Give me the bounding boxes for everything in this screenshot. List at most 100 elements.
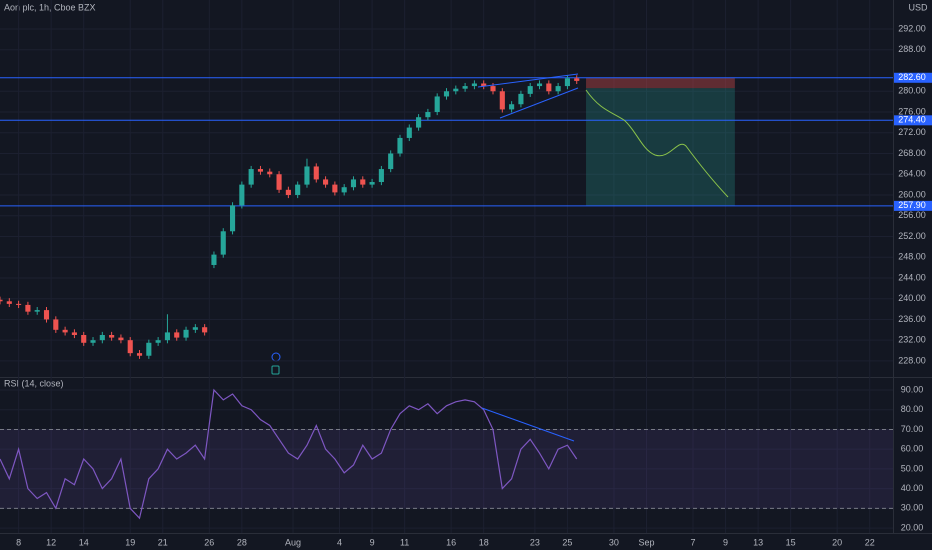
candle-body <box>164 332 170 341</box>
x-tick-label: 20 <box>832 537 842 547</box>
candle-body <box>323 179 329 185</box>
x-tick-label: 4 <box>337 537 342 547</box>
candle-body <box>471 83 477 87</box>
candle-body <box>574 78 580 81</box>
candle-body <box>499 91 505 110</box>
y-tick-label: 30.00 <box>901 503 924 513</box>
candle-body <box>546 83 552 92</box>
x-tick-label: 9 <box>370 537 375 547</box>
candle-body <box>434 96 440 113</box>
candle-body <box>285 189 291 195</box>
level-tag <box>894 115 932 126</box>
candle-body <box>146 342 152 356</box>
x-tick-label: 26 <box>204 537 214 547</box>
x-tick-label: 23 <box>530 537 540 547</box>
candle-body <box>536 83 543 87</box>
candle-body <box>248 169 254 185</box>
candle-body <box>90 340 96 343</box>
x-tick-label: 16 <box>446 537 456 547</box>
x-tick-label: 25 <box>562 537 572 547</box>
candle-body <box>397 137 403 154</box>
y-tick-label: 264.00 <box>898 169 926 179</box>
candle-body <box>34 310 40 312</box>
candle-body <box>425 112 431 118</box>
candle-body <box>109 334 115 338</box>
candle-body <box>239 184 245 206</box>
wedge-line <box>499 87 579 119</box>
candle-body <box>443 91 450 97</box>
candle-body <box>202 327 208 333</box>
y-tick-label: 40.00 <box>901 483 924 493</box>
x-tick-label: 9 <box>723 537 728 547</box>
x-tick-label: 18 <box>479 537 489 547</box>
y-tick-label: 268.00 <box>898 148 926 158</box>
y-tick-label: 252.00 <box>898 231 926 241</box>
y-tick-label: 288.00 <box>898 44 926 54</box>
x-tick-label: 7 <box>690 537 695 547</box>
x-tick-label: 22 <box>865 537 875 547</box>
y-tick-label: 60.00 <box>901 444 924 454</box>
y-tick-label: 276.00 <box>898 106 926 116</box>
candle-body <box>564 78 570 87</box>
candle-body <box>509 104 515 110</box>
candle-body <box>99 334 105 341</box>
candle-body <box>462 86 468 89</box>
candle-body <box>6 301 12 304</box>
candle-body <box>25 304 31 312</box>
candle-body <box>71 332 77 335</box>
candle-body <box>127 340 133 354</box>
candle-body <box>378 169 384 183</box>
candle-body <box>360 179 366 185</box>
x-tick-label: 14 <box>79 537 89 547</box>
candle-body <box>295 184 301 195</box>
x-tick-label: 19 <box>125 537 135 547</box>
candle-body <box>43 310 50 320</box>
y-tick-label: 248.00 <box>898 252 926 262</box>
currency: USD <box>908 2 928 12</box>
x-tick-label: Aug <box>285 537 301 547</box>
y-tick-label: 280.00 <box>898 86 926 96</box>
target-zone <box>586 88 735 206</box>
y-tick-label: 236.00 <box>898 314 926 324</box>
candle-body <box>267 171 273 175</box>
y-tick-label: 240.00 <box>898 293 926 303</box>
forecast-path <box>585 89 729 198</box>
candle-body <box>341 187 347 193</box>
x-tick-label: 12 <box>46 537 56 547</box>
candle-body <box>229 205 236 232</box>
y-tick-label: 272.00 <box>898 127 926 137</box>
candle-body <box>276 174 282 190</box>
event-icon[interactable] <box>271 365 280 375</box>
wedge-line <box>477 73 579 88</box>
level-label: 274.40 <box>898 115 926 125</box>
candle-body <box>118 337 124 341</box>
candle-body <box>136 353 143 356</box>
x-tick-label: 28 <box>237 537 247 547</box>
candle-body <box>0 299 3 302</box>
y-tick-label: 228.00 <box>898 355 926 365</box>
y-tick-label: 232.00 <box>898 335 926 345</box>
candle-body <box>490 86 496 92</box>
y-tick-label: 260.00 <box>898 189 926 199</box>
y-tick-label: 50.00 <box>901 463 924 473</box>
candle-body <box>555 86 561 92</box>
rsi-title: RSI (14, close) <box>4 378 64 388</box>
candle-body <box>527 86 533 94</box>
rsi-band <box>0 429 893 509</box>
candle-body <box>481 83 487 87</box>
candle-body <box>81 334 87 343</box>
marks <box>0 0 893 533</box>
x-tick-label: 15 <box>786 537 796 547</box>
candle-body <box>211 254 217 265</box>
x-tick-label: Sep <box>638 537 654 547</box>
candle-body <box>257 169 264 172</box>
y-tick-label: 70.00 <box>901 424 924 434</box>
y-tick-label: 244.00 <box>898 272 926 282</box>
y-tick-label: 80.00 <box>901 404 924 414</box>
candle-body <box>416 117 422 128</box>
x-tick-label: 11 <box>400 537 409 547</box>
candle-body <box>304 166 310 185</box>
candle-body <box>313 166 319 180</box>
level-label: 282.60 <box>898 72 926 82</box>
